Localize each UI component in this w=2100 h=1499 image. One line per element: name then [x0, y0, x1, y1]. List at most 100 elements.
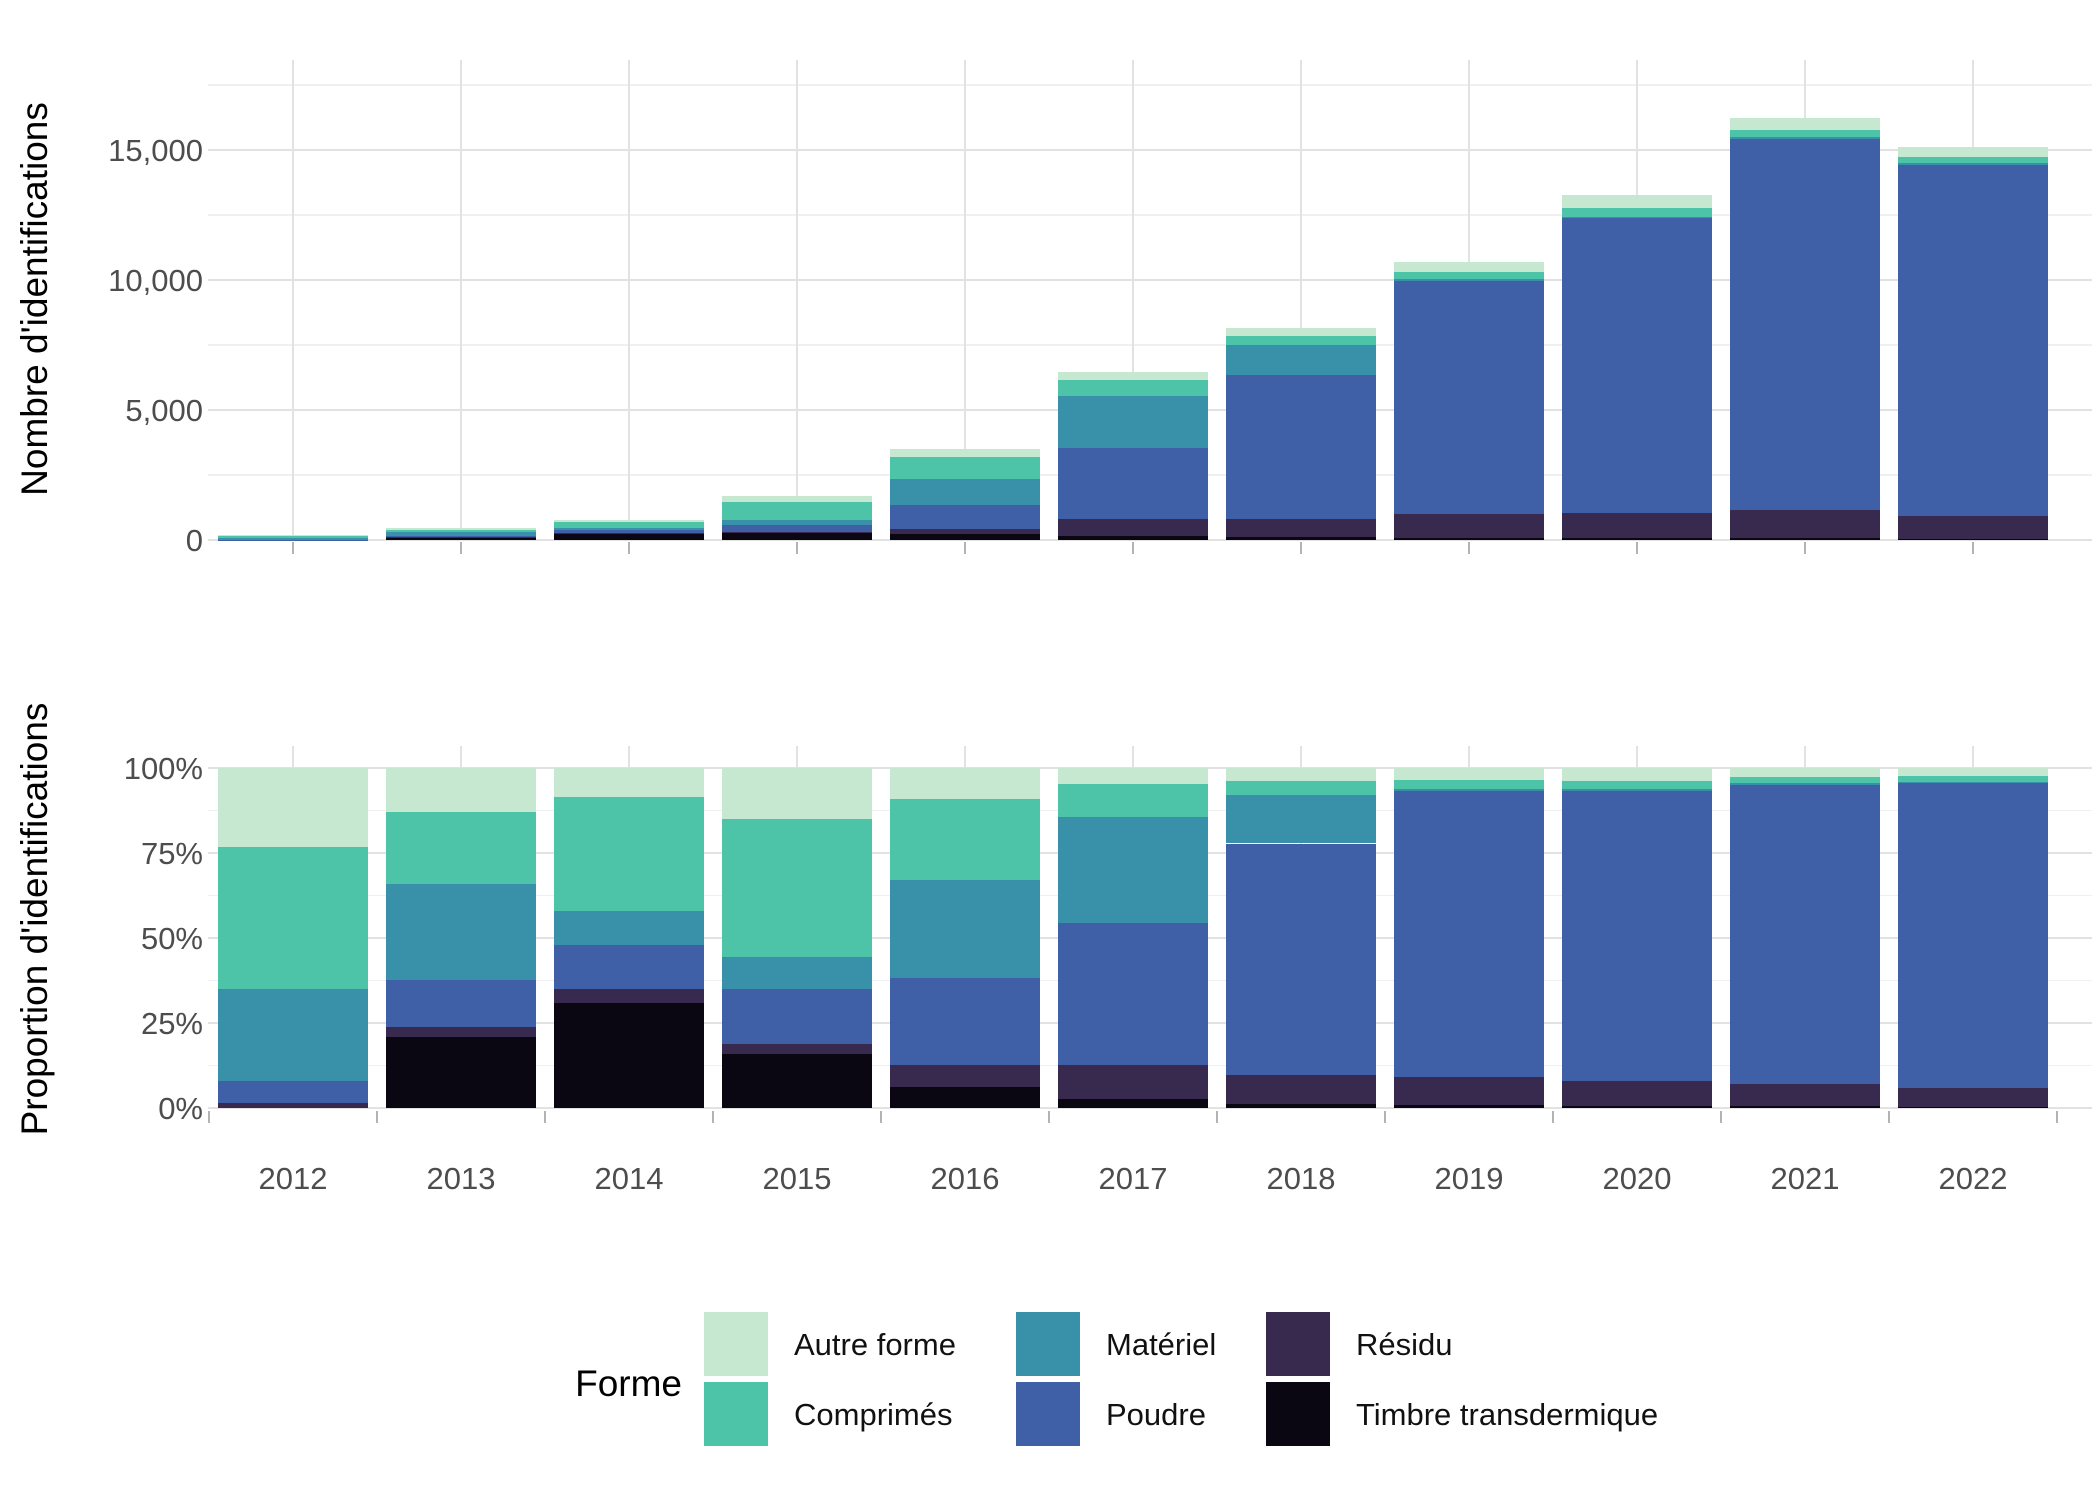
segment-timbre-transdermique	[1394, 537, 1544, 540]
y-tick-label: 75%	[140, 836, 203, 871]
bar-2013-pct	[386, 746, 536, 1108]
legend-swatch-comprimés	[704, 1382, 768, 1446]
segment-poudre	[1394, 791, 1544, 1077]
segment-timbre-transdermique	[554, 1003, 704, 1108]
y-axis-title-proportions: Proportion d'identifications	[14, 702, 55, 1136]
segment-résidu	[554, 989, 704, 1004]
segment-timbre-transdermique	[1562, 537, 1712, 540]
gridline	[208, 278, 2092, 281]
x-axis-tick	[1888, 1111, 1890, 1123]
segment-résidu	[722, 531, 872, 533]
bar-2018	[1226, 60, 1376, 540]
segment-résidu	[1226, 519, 1376, 538]
segment-timbre-transdermique	[890, 534, 1040, 540]
segment-poudre	[1898, 782, 2048, 1088]
segment-matériel	[1562, 789, 1712, 791]
segment-comprimés	[1058, 784, 1208, 818]
segment-résidu	[1730, 1083, 1880, 1107]
segment-poudre	[722, 524, 872, 532]
segment-poudre	[554, 530, 704, 534]
bar-2022-pct	[1898, 746, 2048, 1108]
segment-poudre	[1730, 784, 1880, 1084]
segment-poudre	[722, 989, 872, 1045]
gridline	[628, 60, 630, 540]
segment-poudre	[1058, 448, 1208, 519]
gridline	[1132, 60, 1134, 540]
segment-autre-forme	[1058, 768, 1208, 785]
segment-poudre	[218, 1080, 368, 1103]
segment-autre-forme	[1058, 371, 1208, 380]
gridline	[292, 60, 294, 540]
bar-2013	[386, 60, 536, 540]
segment-comprimés	[554, 521, 704, 529]
segment-poudre	[386, 980, 536, 1028]
segment-matériel	[1226, 345, 1376, 376]
y-tick-label: 10,000	[108, 262, 203, 298]
x-axis-tick	[1048, 1111, 1050, 1123]
legend-label: Autre forme	[794, 1327, 956, 1362]
bar-2021-pct	[1730, 746, 1880, 1108]
segment-autre-forme	[386, 768, 536, 812]
legend-label: Matériel	[1106, 1327, 1217, 1362]
legend-swatch-autre-forme	[704, 1312, 768, 1376]
segment-matériel	[890, 879, 1040, 979]
segment-timbre-transdermique	[386, 537, 536, 540]
segment-autre-forme	[554, 519, 704, 522]
x-tick-label-2015: 2015	[762, 1161, 832, 1196]
bar-2015-pct	[722, 746, 872, 1108]
segment-matériel	[554, 528, 704, 531]
x-tick-label-2021: 2021	[1770, 1161, 1840, 1196]
segment-résidu	[386, 1027, 536, 1037]
segment-résidu	[722, 1044, 872, 1054]
bar-2022	[1898, 60, 2048, 540]
segment-autre-forme	[1730, 118, 1880, 130]
x-axis-tick	[460, 542, 462, 554]
segment-timbre-transdermique	[1226, 537, 1376, 540]
x-axis-tick	[796, 542, 798, 554]
segment-autre-forme	[1562, 194, 1712, 208]
segment-autre-forme	[1226, 768, 1376, 781]
x-tick-label-2014: 2014	[594, 1161, 664, 1196]
x-tick-label-2012: 2012	[258, 1161, 328, 1196]
segment-timbre-transdermique	[1730, 1106, 1880, 1108]
segment-résidu	[1394, 1076, 1544, 1105]
x-axis-tick	[880, 1111, 882, 1123]
segment-comprimés	[1226, 780, 1376, 795]
segment-matériel	[890, 478, 1040, 506]
x-axis-tick	[1552, 1111, 1554, 1123]
segment-comprimés	[386, 811, 536, 885]
legend-swatch-résidu	[1266, 1312, 1330, 1376]
legend-swatch-matériel	[1016, 1312, 1080, 1376]
x-axis-tick	[1132, 542, 1134, 554]
gridline	[208, 767, 2092, 769]
segment-comprimés	[1898, 776, 2048, 782]
x-tick-label-2013: 2013	[426, 1161, 496, 1196]
segment-matériel	[386, 532, 536, 536]
segment-matériel	[1898, 781, 2048, 783]
legend: Forme Autre forme Comprimés Matériel Poudre…	[0, 1290, 2100, 1490]
segment-matériel	[1730, 783, 1880, 785]
segment-autre-forme	[1898, 768, 2048, 777]
segment-timbre-transdermique	[1226, 1103, 1376, 1108]
gridline	[964, 60, 966, 540]
segment-autre-forme	[722, 768, 872, 819]
x-axis-tick	[964, 542, 966, 554]
segment-poudre	[1058, 922, 1208, 1066]
bar-2018-pct	[1226, 746, 1376, 1108]
segment-poudre	[554, 945, 704, 990]
segment-matériel	[1226, 794, 1376, 844]
x-tick-label-2019: 2019	[1434, 1161, 1504, 1196]
segment-autre-forme	[890, 449, 1040, 458]
x-tick-label-2018: 2018	[1266, 1161, 1336, 1196]
segment-poudre	[386, 535, 536, 538]
segment-poudre	[890, 505, 1040, 529]
segment-timbre-transdermique	[722, 532, 872, 540]
x-tick-label-2022: 2022	[1938, 1161, 2008, 1196]
bar-2019	[1394, 60, 1544, 540]
segment-timbre-transdermique	[1898, 538, 2048, 540]
segment-poudre	[1562, 790, 1712, 1082]
segment-poudre	[1394, 280, 1544, 515]
x-axis-tick	[1804, 542, 1806, 554]
segment-autre-forme	[722, 495, 872, 503]
